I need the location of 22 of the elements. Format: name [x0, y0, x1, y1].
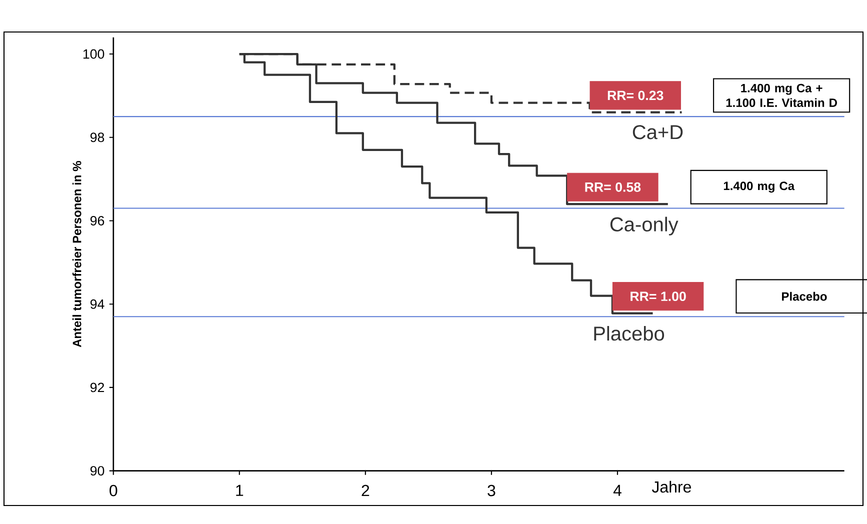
x-axis-title: Jahre — [652, 480, 691, 493]
series-label: Ca-only — [610, 216, 678, 236]
x-tick-label: 2 — [362, 484, 370, 496]
x-tick-label: 1 — [236, 484, 244, 496]
annotation: RR= 0.58 — [585, 182, 641, 192]
annotation: 1.400 mg Ca + 1.100 I.E. Vitamin D — [726, 84, 837, 107]
annotation: RR= 0.23 — [608, 90, 664, 100]
annotation: 1.400 mg Ca — [724, 182, 795, 193]
y-tick-label: 98 — [90, 132, 104, 142]
series-label: Placebo — [594, 326, 664, 341]
x-tick-label: 0 — [110, 484, 118, 496]
y-tick-label: 90 — [90, 466, 104, 476]
y-axis-title: Anteil tumorfreier Personen in % — [72, 160, 82, 348]
y-tick-label: 100 — [83, 49, 104, 59]
series-label: Ca+D — [632, 124, 683, 140]
y-tick-label: 96 — [90, 216, 104, 226]
y-tick-label: 92 — [90, 382, 104, 392]
annotation: RR= 1.00 — [630, 292, 686, 301]
y-tick-label: 94 — [90, 299, 104, 309]
x-tick-label: 4 — [613, 484, 622, 496]
annotation: Placebo — [782, 292, 827, 301]
x-tick-label: 3 — [488, 484, 496, 496]
